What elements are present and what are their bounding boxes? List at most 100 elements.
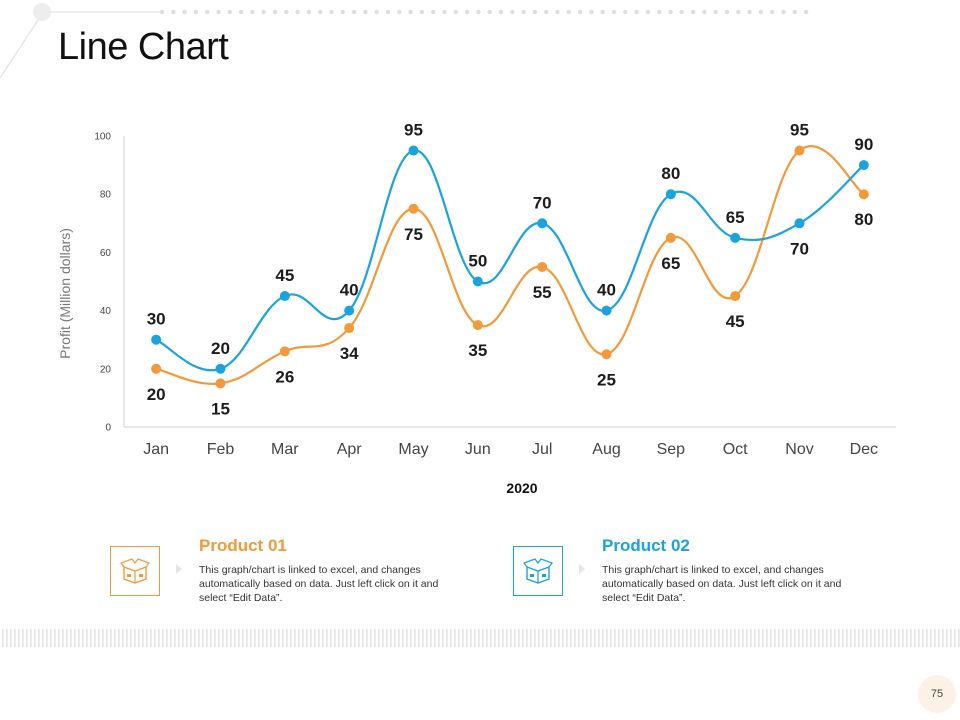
stripe-line [562,629,564,647]
stripe-line [206,629,208,647]
stripe-line [166,629,168,647]
stripe-line [746,629,748,647]
stripe-line [930,629,932,647]
stripe-line [454,629,456,647]
stripe-line [942,629,944,647]
stripe-line [450,629,452,647]
data-point-product-02 [794,218,805,229]
stripe-line [766,629,768,647]
stripe-line [950,629,952,647]
stripe-line [390,629,392,647]
product-01-title: Product 01 [199,536,287,555]
data-label-product-01: 75 [404,225,423,244]
stripe-line [350,629,352,647]
data-point-product-01 [858,189,869,200]
stripe-line [426,629,428,647]
decor-dot [193,9,199,15]
stripe-line [778,629,780,647]
stripe-line [602,629,604,647]
stripe-line [918,629,920,647]
stripe-line [234,629,236,647]
stripe-line [42,629,44,647]
data-point-product-02 [215,363,226,374]
stripe-line [850,629,852,647]
decor-dot [611,9,617,15]
decor-dot [702,9,707,15]
stripe-line [506,629,508,647]
decor-dot [679,9,684,15]
decor-dot [758,9,764,15]
stripe-line [646,629,648,647]
decor-dot [747,9,752,15]
decor-dot [171,9,176,15]
y-axis-title: Profit (Million dollars) [57,228,73,359]
decor-dot [690,9,696,15]
decor-dot [657,9,662,15]
series-line-product-02 [155,149,865,372]
stripe-line [434,629,436,647]
stripe-line [122,629,124,647]
stripe-line [198,629,200,647]
slide-title: Line Chart [58,26,229,68]
product-02-description: This graph/chart is linked to excel, and… [602,564,842,604]
decor-dot [318,9,323,15]
stripe-line [134,629,136,647]
series-product-01 [151,145,869,389]
stripe-line [14,629,16,647]
data-point-product-01 [408,203,419,214]
data-label-product-01: 65 [661,254,680,273]
data-label-product-02: 20 [211,339,230,358]
stripe-line [706,629,708,647]
stripe-line [382,629,384,647]
stripe-line [6,629,8,647]
stripe-line [870,629,872,647]
stripe-line [526,629,528,647]
stripe-line [238,629,240,647]
stripe-line [282,629,284,647]
stripe-line [690,629,692,647]
data-label-product-01: 26 [275,367,294,386]
decor-dot [724,9,730,15]
stripe-line [906,629,908,647]
line-chart: 0 20 40 60 80 100 Profit (Million dollars) 20… [57,121,896,496]
stripe-line [938,629,940,647]
stripe-line [758,629,760,647]
stripe-line [470,629,472,647]
decor-dot [385,9,391,15]
data-label-product-01: 35 [468,341,487,360]
stripe-line [830,629,832,647]
decor-dot [645,9,651,15]
data-label-product-02: 40 [340,281,359,300]
stripe-line [514,629,516,647]
data-label-product-02: 80 [661,164,680,183]
stripe-line [70,629,72,647]
stripe-line [622,629,624,647]
stripe-line [278,629,280,647]
stripe-line [614,629,616,647]
decor-dot [295,9,300,15]
stripe-line [874,629,876,647]
stripe-line [246,629,248,647]
decor-dot [498,9,504,15]
stripe-line [446,629,448,647]
data-label-product-01: 15 [211,399,230,418]
stripe-line [58,629,60,647]
stripe-line [770,629,772,647]
decor-circle [33,3,51,21]
data-point-product-01 [215,378,226,389]
stripe-line [358,629,360,647]
stripe-line [702,629,704,647]
stripe-line [38,629,40,647]
stripe-line [410,629,412,647]
decor-dot [792,9,797,15]
decor-dot [521,9,526,15]
stripe-line [550,629,552,647]
product-01-description: This graph/chart is linked to excel, and… [199,564,439,604]
stripe-line [290,629,292,647]
stripe-line [394,629,396,647]
decor-dot [238,9,244,15]
stripe-line [694,629,696,647]
stripe-line [738,629,740,647]
x-tick-label: Oct [723,441,748,458]
stripe-line [666,629,668,647]
